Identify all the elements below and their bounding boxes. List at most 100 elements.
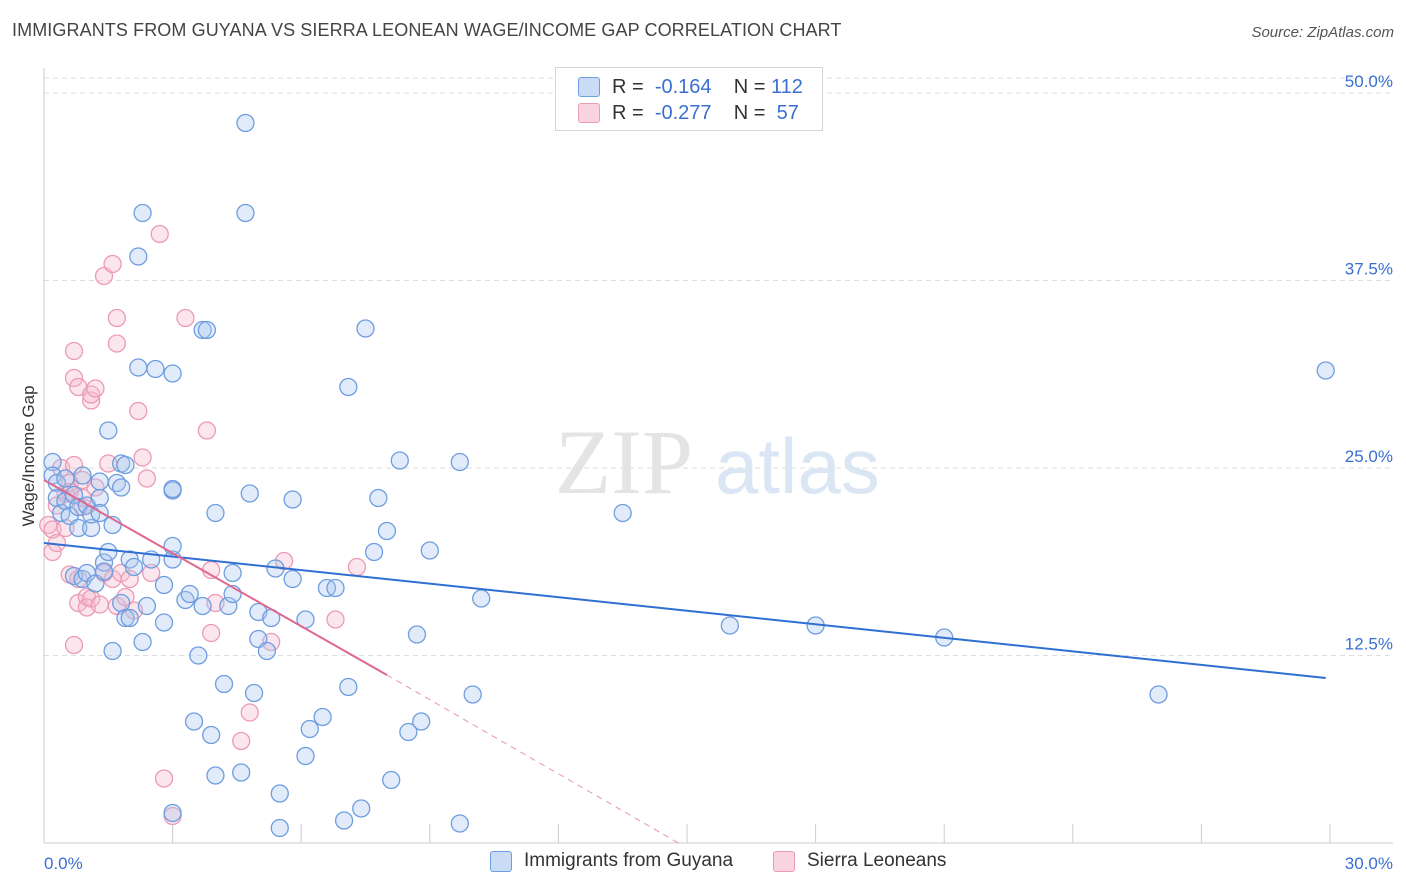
legend-item-guyana: Immigrants from Guyana — [490, 850, 733, 872]
data-point-sierra-leoneans — [82, 391, 101, 410]
data-point-sierra-leoneans — [64, 341, 84, 361]
data-point-sierra-leoneans — [142, 563, 161, 583]
data-point-sierra-leoneans — [240, 703, 259, 722]
data-point-sierra-leoneans — [103, 254, 122, 274]
series-legend: Immigrants from Guyana Sierra Leoneans — [0, 850, 1406, 878]
grid-lines — [44, 77, 1393, 656]
legend-label-sierra: Sierra Leoneans — [807, 850, 947, 871]
data-point-immigrants-from-guyana — [339, 677, 358, 697]
y-axis-label: Wage/Income Gap — [19, 385, 38, 526]
data-point-sierra-leoneans — [64, 368, 84, 388]
legend-row-sierra: R = -0.277 N = 57 — [578, 101, 799, 125]
data-point-immigrants-from-guyana — [364, 542, 384, 562]
legend-row-guyana: R = -0.164 N = 112 — [578, 75, 803, 99]
data-point-immigrants-from-guyana — [223, 563, 242, 583]
data-point-sierra-leoneans — [154, 769, 174, 788]
data-point-immigrants-from-guyana — [120, 608, 139, 628]
data-point-immigrants-from-guyana — [420, 541, 439, 560]
data-point-sierra-leoneans — [56, 518, 75, 538]
data-point-immigrants-from-guyana — [270, 784, 289, 803]
data-point-immigrants-from-guyana — [326, 578, 345, 598]
watermark-zip: ZIP — [555, 411, 693, 513]
data-point-immigrants-from-guyana — [296, 746, 315, 766]
n-label: N = — [733, 101, 766, 124]
data-point-immigrants-from-guyana — [300, 719, 319, 739]
data-point-immigrants-from-guyana — [133, 203, 152, 223]
trend-line-sierra-leoneans — [43, 479, 388, 676]
guyana-legend-swatch — [490, 850, 512, 872]
data-point-immigrants-from-guyana — [356, 319, 375, 338]
data-point-immigrants-from-guyana — [129, 247, 148, 266]
data-point-immigrants-from-guyana — [334, 811, 354, 830]
data-point-sierra-leoneans — [197, 421, 217, 440]
data-point-immigrants-from-guyana — [99, 542, 118, 562]
data-point-sierra-leoneans — [150, 224, 169, 244]
data-point-sierra-leoneans — [202, 623, 221, 643]
data-point-sierra-leoneans — [133, 448, 152, 467]
data-point-sierra-leoneans — [107, 308, 127, 328]
data-point-immigrants-from-guyana — [43, 452, 62, 472]
data-point-immigrants-from-guyana — [184, 712, 204, 731]
data-point-immigrants-from-guyana — [352, 799, 371, 818]
data-point-immigrants-from-guyana — [390, 451, 409, 470]
data-point-immigrants-from-guyana — [112, 478, 131, 497]
data-point-immigrants-from-guyana — [69, 518, 88, 538]
data-point-immigrants-from-guyana — [90, 503, 109, 523]
data-point-sierra-leoneans — [176, 308, 195, 328]
data-point-immigrants-from-guyana — [450, 814, 469, 833]
axes — [43, 68, 1393, 844]
data-point-immigrants-from-guyana — [450, 452, 469, 472]
data-point-immigrants-from-guyana — [163, 536, 182, 556]
data-point-immigrants-from-guyana — [257, 641, 277, 661]
data-point-immigrants-from-guyana — [283, 569, 302, 589]
series-sierra-leoneans — [39, 224, 367, 826]
data-point-sierra-leoneans — [326, 610, 345, 629]
n-label: N = — [733, 75, 766, 98]
data-point-immigrants-from-guyana — [189, 646, 208, 665]
data-point-immigrants-from-guyana — [112, 593, 131, 613]
data-point-sierra-leoneans — [129, 401, 148, 421]
data-point-sierra-leoneans — [120, 569, 139, 589]
data-point-immigrants-from-guyana — [73, 466, 92, 485]
y-tick-label: 50.0% — [1345, 72, 1393, 91]
legend-item-sierra: Sierra Leoneans — [773, 850, 946, 872]
data-point-immigrants-from-guyana — [116, 608, 135, 628]
data-point-immigrants-from-guyana — [244, 683, 264, 703]
data-point-immigrants-from-guyana — [137, 596, 157, 616]
data-point-immigrants-from-guyana — [206, 766, 225, 785]
data-point-immigrants-from-guyana — [99, 421, 118, 440]
data-point-immigrants-from-guyana — [270, 818, 289, 838]
data-point-immigrants-from-guyana — [236, 113, 255, 133]
y-tick-label: 37.5% — [1345, 260, 1393, 279]
data-point-immigrants-from-guyana — [90, 472, 109, 491]
data-point-sierra-leoneans — [90, 595, 109, 614]
y-tick-label: 12.5% — [1345, 635, 1393, 654]
data-point-immigrants-from-guyana — [219, 596, 238, 616]
data-point-immigrants-from-guyana — [214, 674, 234, 694]
data-point-immigrants-from-guyana — [124, 557, 144, 577]
tick-labels: 12.5% 25.0% 37.5% 50.0% 0.0% 30.0% — [44, 72, 1393, 873]
data-point-immigrants-from-guyana — [133, 632, 152, 652]
data-point-sierra-leoneans — [86, 379, 105, 398]
watermark: ZIP atlas — [555, 411, 880, 513]
r-value: -0.164 — [654, 75, 712, 98]
data-point-immigrants-from-guyana — [283, 490, 302, 509]
data-point-immigrants-from-guyana — [463, 685, 482, 704]
data-point-immigrants-from-guyana — [82, 518, 101, 538]
guyana-swatch — [578, 77, 600, 97]
y-tick-label: 25.0% — [1345, 447, 1393, 466]
data-point-immigrants-from-guyana — [382, 770, 401, 790]
data-point-sierra-leoneans — [137, 469, 157, 488]
data-point-sierra-leoneans — [64, 635, 84, 655]
x-tick-label: 30.0% — [1345, 854, 1393, 873]
data-point-sierra-leoneans — [107, 334, 127, 353]
watermark-atlas: atlas — [715, 422, 880, 510]
n-value: 112 — [771, 75, 803, 98]
trend-extension-sierra-leoneans — [386, 674, 679, 844]
data-point-sierra-leoneans — [232, 731, 251, 751]
data-point-immigrants-from-guyana — [163, 364, 182, 383]
data-point-immigrants-from-guyana — [399, 722, 418, 742]
data-point-immigrants-from-guyana — [412, 712, 431, 731]
sierra-swatch — [578, 103, 600, 123]
